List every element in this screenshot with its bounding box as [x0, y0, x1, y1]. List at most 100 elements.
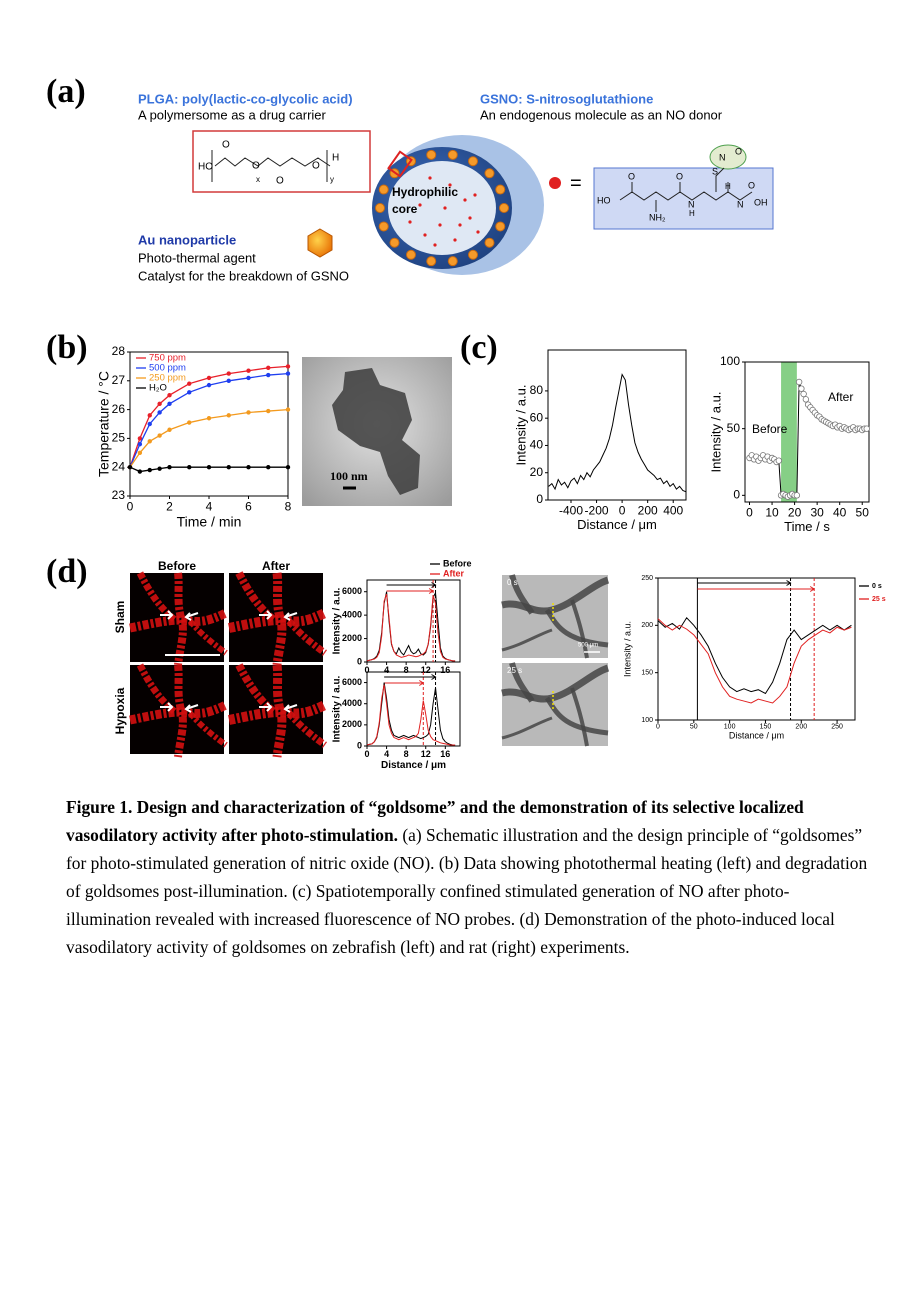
chart: 0 50 100 150 200 250 100 150 200 250 0 s 25 s Distan… [622, 575, 885, 741]
gsno-bonds [619, 191, 753, 201]
x-tick-label: 0 [656, 723, 660, 730]
legend-label: 500 ppm [149, 363, 186, 374]
y-tick-label: 26 [112, 402, 126, 416]
image-label: 25 s [507, 666, 522, 675]
gold-dot [468, 156, 478, 167]
legend-label: 250 ppm [149, 373, 186, 384]
gsno-bonds [631, 167, 729, 212]
panel-label: (c) [460, 329, 498, 366]
vessel [501, 664, 610, 703]
series-line [657, 618, 852, 704]
data-point [246, 410, 251, 415]
arrow [386, 588, 435, 594]
atom: HO [198, 162, 213, 173]
data-point [863, 425, 870, 432]
core-label: Hydrophilic [392, 185, 458, 199]
y-axis-label: Intensity / a.u. [332, 675, 343, 742]
data-point [285, 407, 291, 412]
x-axis-label: Time / min [177, 513, 242, 529]
data-point [795, 378, 803, 386]
gsno-particles [408, 176, 480, 247]
data-point [147, 439, 152, 444]
equals: = [570, 172, 582, 194]
rat-image [501, 574, 610, 659]
atom: O [222, 140, 230, 151]
atom: N [719, 152, 726, 162]
data-point [793, 492, 801, 499]
y-tick-label: 2000 [342, 719, 362, 729]
gold-dot [375, 203, 385, 213]
plot-frame [744, 361, 870, 503]
series-line [366, 591, 456, 662]
fluorescence-image [129, 663, 228, 758]
scale-bar-label: 500 μm [578, 643, 598, 649]
data-point [800, 390, 807, 398]
vessel [272, 572, 287, 666]
data-point [226, 371, 231, 376]
data-point [798, 385, 805, 392]
atom: O [252, 161, 260, 172]
data-point [246, 465, 251, 470]
column-label: Before [158, 559, 196, 573]
data-point [285, 465, 291, 470]
y-tick-label: 80 [530, 383, 544, 397]
caption-bold: Figure 1. Design and characterization of… [66, 797, 804, 845]
series-line [548, 373, 687, 493]
gold-dot [389, 237, 400, 248]
data-point [266, 408, 271, 414]
x-tick-label: 4 [384, 665, 389, 675]
data-point [137, 469, 143, 474]
fluorescence-images [129, 571, 328, 758]
y-tick-label: 100 [720, 354, 740, 368]
y-tick-label: 50 [727, 421, 741, 435]
x-tick-label: 8 [285, 500, 292, 514]
data-point [167, 401, 172, 407]
x-tick-label: 4 [206, 500, 213, 514]
vessel [187, 619, 228, 656]
gold-dot [447, 149, 458, 160]
series-line [657, 616, 852, 695]
gold-particles [375, 149, 509, 267]
vessel [187, 711, 228, 748]
gsno-dot [438, 223, 442, 227]
gsno-dot [468, 216, 472, 220]
gsno-desc: An endogenous molecule as an NO donor [480, 107, 723, 122]
atom: HO [597, 195, 611, 205]
au-title: Au nanoparticle [138, 232, 236, 247]
vessel [501, 628, 553, 652]
y-tick-label: 6000 [342, 677, 362, 687]
vessel [544, 608, 609, 648]
vessel [544, 696, 609, 736]
x-tick-label: 0 [619, 504, 626, 518]
vessel [570, 687, 589, 747]
gold-dot [484, 168, 495, 179]
data-point [157, 433, 162, 438]
y-tick-label: 6000 [342, 586, 362, 596]
data-point [206, 375, 212, 381]
y-tick-label: 60 [530, 410, 544, 424]
atom: NH₂ [649, 212, 666, 222]
y-tick-label: 250 [641, 575, 653, 582]
tem-particle [332, 368, 420, 495]
annotation: After [828, 390, 853, 404]
gsno-dot [463, 198, 467, 202]
data-point [167, 465, 172, 470]
rat-image [501, 662, 610, 747]
gsno-title: GSNO: S-nitrosoglutathione [480, 91, 653, 106]
data-point [167, 393, 172, 398]
gold-dot [484, 237, 495, 248]
gold-dot [426, 149, 437, 160]
annotation: Before [752, 422, 788, 436]
atom: N [688, 199, 695, 209]
vessel [174, 664, 187, 758]
caption: Figure 1. Design and characterization of… [66, 793, 872, 961]
atom: O [628, 171, 635, 181]
data-point [226, 413, 231, 418]
data-point [802, 396, 810, 403]
data-point [187, 381, 192, 386]
data-point [187, 390, 192, 395]
row-label: Hypoxia [113, 687, 127, 734]
arrow [160, 610, 199, 621]
au-nanoparticle [307, 228, 333, 258]
gsno-dot [443, 206, 447, 210]
